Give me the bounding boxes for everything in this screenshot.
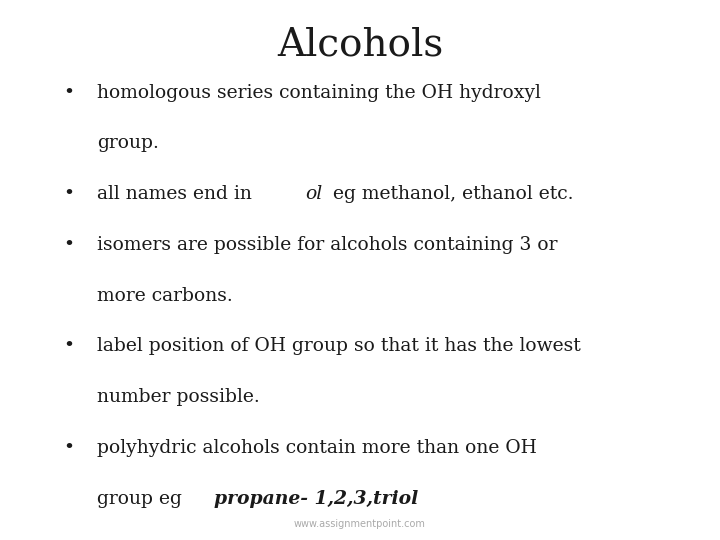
Text: all names end in: all names end in: [97, 185, 258, 203]
Text: •: •: [63, 185, 74, 203]
Text: •: •: [63, 439, 74, 457]
Text: polyhydric alcohols contain more than one OH: polyhydric alcohols contain more than on…: [97, 439, 537, 457]
Text: ol: ol: [305, 185, 322, 203]
Text: more carbons.: more carbons.: [97, 287, 233, 305]
Text: •: •: [63, 84, 74, 102]
Text: isomers are possible for alcohols containing 3 or: isomers are possible for alcohols contai…: [97, 236, 558, 254]
Text: group.: group.: [97, 134, 159, 152]
Text: label position of OH group so that it has the lowest: label position of OH group so that it ha…: [97, 338, 581, 355]
Text: group eg: group eg: [97, 490, 188, 508]
Text: •: •: [63, 338, 74, 355]
Text: •: •: [63, 236, 74, 254]
Text: www.assignmentpoint.com: www.assignmentpoint.com: [294, 519, 426, 529]
Text: homologous series containing the OH hydroxyl: homologous series containing the OH hydr…: [97, 84, 541, 102]
Text: Alcohols: Alcohols: [277, 27, 443, 64]
Text: eg methanol, ethanol etc.: eg methanol, ethanol etc.: [327, 185, 574, 203]
Text: propane- 1,2,3,triol: propane- 1,2,3,triol: [215, 490, 419, 508]
Text: number possible.: number possible.: [97, 388, 260, 406]
